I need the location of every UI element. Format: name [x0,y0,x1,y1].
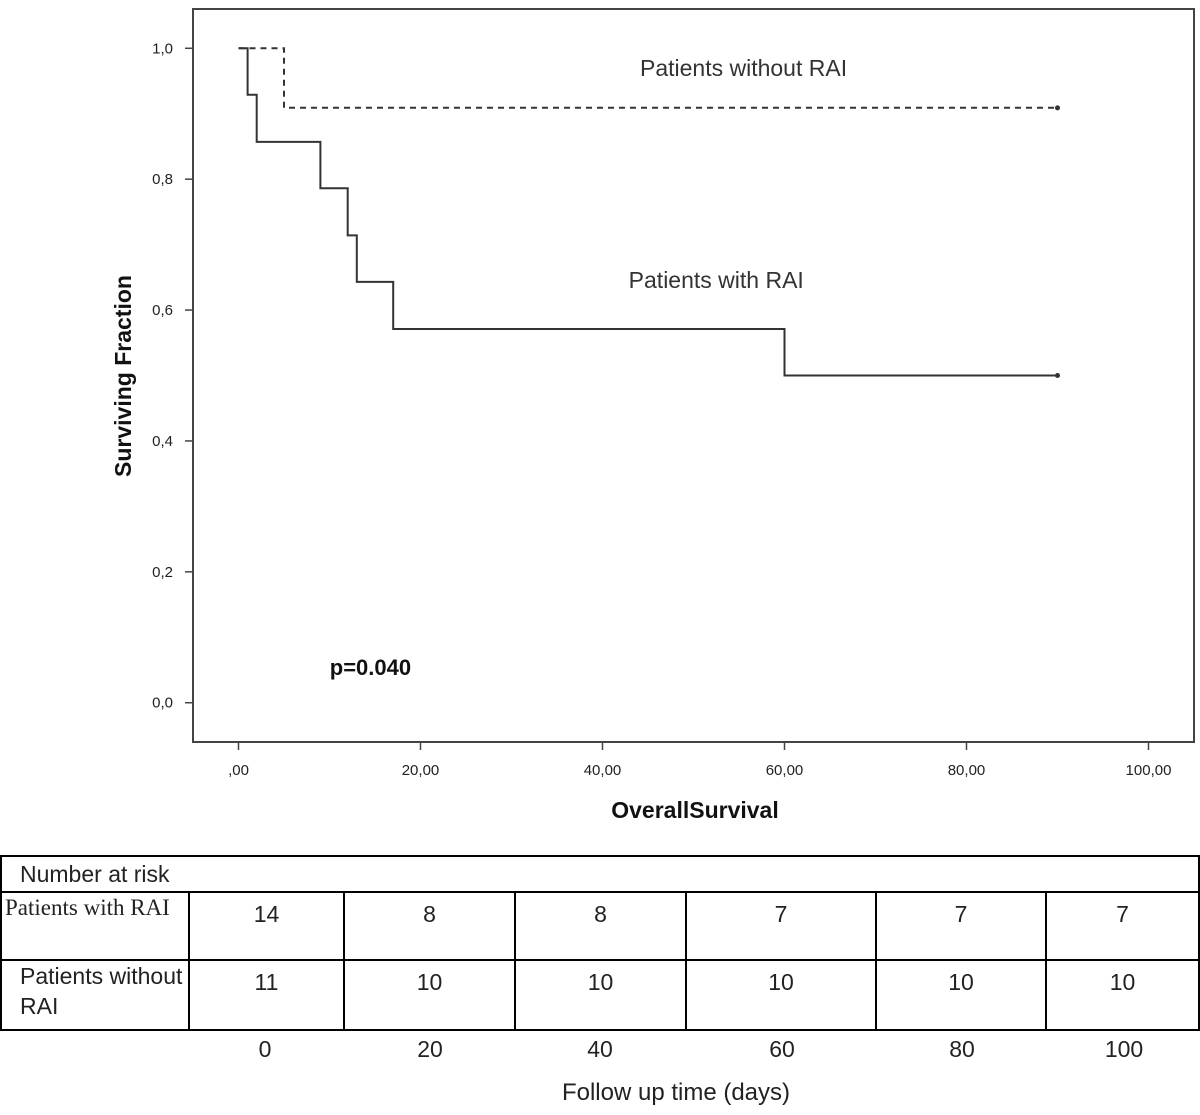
axes: 0,0 0,2 0,4 0,6 0,8 1,0 ,00 20,00 40,00 60,00 80,0… [152,40,1171,779]
risk-cell: 7 [685,891,877,961]
risk-row-label: Patients without RAI [0,959,190,1031]
y-tick-label: 0,4 [152,433,173,450]
risk-row-without-rai: Patients without RAI 11 10 10 10 10 10 [0,959,1200,1031]
risk-table: Number at risk Patients with RAI 14 8 8 … [0,855,1200,1031]
y-tick-label: 1,0 [152,40,173,57]
x-tick-label: 60,00 [766,762,804,779]
risk-cell: 10 [514,959,687,1031]
risk-cell: 10 [875,959,1047,1031]
y-tick-label: 0,6 [152,302,173,319]
series-annotation: Patients with RAI [629,267,804,293]
x-axis-title: OverallSurvival [611,797,779,823]
series-line-without-rai [238,47,1058,109]
risk-cell: 7 [1044,891,1200,961]
risk-cell: 10 [343,959,516,1031]
risk-row-label: Patients with RAI [0,891,190,961]
time-label: 100 [1104,1036,1144,1062]
risk-cell: 8 [343,891,516,961]
y-tick-label: 0,2 [152,564,173,581]
series-annotation: Patients without RAI [640,55,847,81]
risk-cell: 14 [188,891,345,961]
y-tick-label: 0,0 [152,695,173,712]
x-tick-label: 100,00 [1126,762,1172,779]
risk-cell: 11 [188,959,345,1031]
risk-cell: 8 [514,891,687,961]
y-axis-title: Surviving Fraction [110,275,136,477]
p-value-label: p=0.040 [330,655,411,680]
series-line-with-rai [238,47,1058,377]
risk-cell: 10 [1044,959,1200,1031]
time-label: 40 [587,1036,613,1062]
follow-up-time-title: Follow up time (days) [561,1079,791,1106]
risk-row-with-rai: Patients with RAI 14 8 8 7 7 7 [0,891,1200,961]
time-label: 20 [417,1036,443,1062]
risk-cell: 7 [875,891,1047,961]
x-tick-label: 40,00 [584,762,622,779]
y-tick-label: 0,8 [152,171,173,188]
risk-table-title: Number at risk [0,855,1200,893]
x-tick-label: 20,00 [402,762,440,779]
risk-table-title-row: Number at risk [0,855,1200,893]
survival-chart: 0,0 0,2 0,4 0,6 0,8 1,0 ,00 20,00 40,00 60,00 80,0… [110,8,1195,823]
censor-mark [1055,105,1060,111]
x-tick-label: ,00 [228,762,249,779]
risk-cell: 10 [685,959,877,1031]
x-tick-label: 80,00 [948,762,986,779]
time-label: 0 [258,1036,272,1062]
annotations: Patients without RAI Patients with RAI p=0… [330,55,847,680]
follow-up-time-labels: 0 20 40 60 80 100 [0,1036,1200,1070]
time-label: 80 [949,1036,975,1062]
time-label: 60 [769,1036,795,1062]
series-layer [238,47,1060,378]
censor-mark [1055,373,1060,378]
